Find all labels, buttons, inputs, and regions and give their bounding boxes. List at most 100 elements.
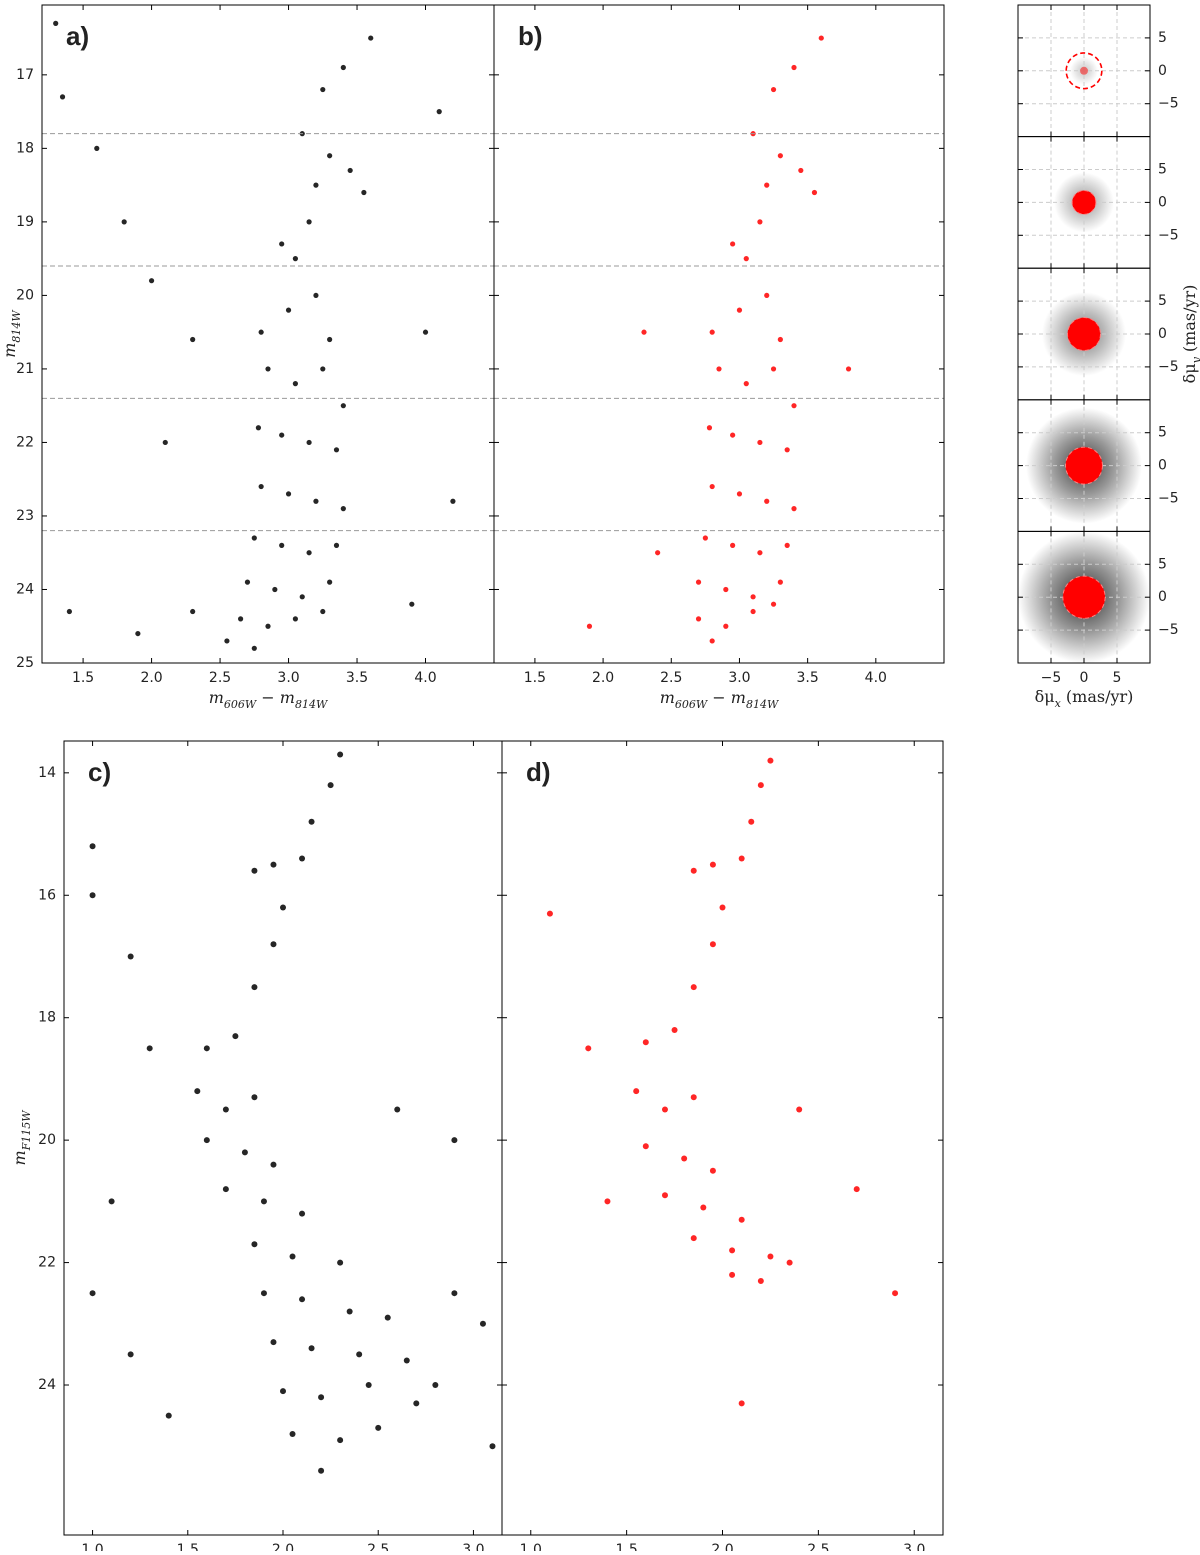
- star: [767, 1253, 773, 1259]
- star: [280, 905, 286, 911]
- star: [739, 1217, 745, 1223]
- star: [641, 330, 646, 335]
- star: [309, 1345, 315, 1351]
- star: [423, 330, 428, 335]
- star: [361, 190, 366, 195]
- star: [53, 21, 58, 26]
- star: [128, 1351, 134, 1357]
- x-axis-label: m606W − m814W: [660, 688, 780, 711]
- x-tick-label: 3.0: [277, 670, 299, 686]
- y-axis-label: mF115W: [10, 1109, 33, 1166]
- star: [764, 293, 769, 298]
- star: [245, 580, 250, 585]
- panel-label: c): [88, 757, 111, 787]
- star: [327, 580, 332, 585]
- star: [707, 425, 712, 430]
- star: [90, 843, 96, 849]
- y-tick-label: 14: [38, 765, 56, 781]
- star: [327, 337, 332, 342]
- star: [341, 403, 346, 408]
- star: [163, 440, 168, 445]
- star: [778, 153, 783, 158]
- star: [135, 631, 140, 636]
- star: [846, 366, 851, 371]
- star: [730, 543, 735, 548]
- y-tick-label: −5: [1158, 622, 1179, 638]
- y-tick-label: 0: [1158, 589, 1167, 605]
- star: [265, 624, 270, 629]
- x-tick-label: 2.0: [140, 670, 162, 686]
- y-tick-label: 0: [1158, 194, 1167, 210]
- star: [587, 624, 592, 629]
- x-tick-label: 4.0: [865, 670, 887, 686]
- star: [279, 543, 284, 548]
- star: [261, 1290, 267, 1296]
- star: [190, 337, 195, 342]
- y-tick-label: 0: [1158, 326, 1167, 342]
- plot-area: [42, 21, 494, 651]
- star: [723, 587, 728, 592]
- star: [320, 87, 325, 92]
- star: [122, 219, 127, 224]
- label-subscript: 814W: [10, 309, 23, 343]
- x-tick-label: 2.5: [660, 670, 682, 686]
- y-tick-label: 22: [16, 434, 34, 450]
- star: [710, 638, 715, 643]
- y-tick-label: −5: [1158, 96, 1179, 112]
- star: [404, 1358, 410, 1364]
- y-tick-label: −5: [1158, 227, 1179, 243]
- x-tick-label: 1.0: [520, 1542, 542, 1551]
- star: [764, 183, 769, 188]
- star: [272, 587, 277, 592]
- label-subscript: 606W: [224, 698, 258, 711]
- label-text: (mas/yr): [1061, 687, 1134, 706]
- star: [771, 87, 776, 92]
- star: [748, 819, 754, 825]
- star: [710, 330, 715, 335]
- star: [306, 219, 311, 224]
- star: [328, 782, 334, 788]
- star: [757, 440, 762, 445]
- star: [232, 1033, 238, 1039]
- star: [366, 1382, 372, 1388]
- member-core: [1080, 67, 1088, 75]
- star: [67, 609, 72, 614]
- y-tick-label: 23: [16, 508, 34, 524]
- y-tick-label: 20: [16, 287, 34, 303]
- star: [409, 602, 414, 607]
- star: [327, 153, 332, 158]
- star: [791, 65, 796, 70]
- axes-frame: [494, 5, 944, 663]
- x-tick-label: 3.0: [462, 1542, 484, 1551]
- y-tick-label: −5: [1158, 359, 1179, 375]
- star: [771, 366, 776, 371]
- star: [290, 1253, 296, 1259]
- star: [224, 638, 229, 643]
- panel-label: d): [526, 757, 551, 787]
- y-tick-label: 20: [38, 1132, 56, 1148]
- label-text: m: [209, 688, 224, 707]
- x-tick-label: 2.0: [711, 1542, 733, 1551]
- star: [313, 499, 318, 504]
- panel-label: b): [518, 21, 543, 51]
- star: [710, 941, 716, 947]
- star: [691, 984, 697, 990]
- x-tick-label: 0: [1080, 670, 1089, 686]
- star: [337, 751, 343, 757]
- star: [286, 491, 291, 496]
- star: [758, 1278, 764, 1284]
- y-tick-label: 5: [1158, 162, 1167, 178]
- star: [334, 447, 339, 452]
- x-tick-label: 2.0: [592, 670, 614, 686]
- label-subscript: 606W: [675, 698, 709, 711]
- star: [306, 550, 311, 555]
- x-axis-label: m606W − m814W: [209, 688, 329, 711]
- star: [90, 892, 96, 898]
- star: [194, 1088, 200, 1094]
- star: [662, 1192, 668, 1198]
- star: [791, 506, 796, 511]
- star: [672, 1027, 678, 1033]
- star: [223, 1186, 229, 1192]
- star: [279, 241, 284, 246]
